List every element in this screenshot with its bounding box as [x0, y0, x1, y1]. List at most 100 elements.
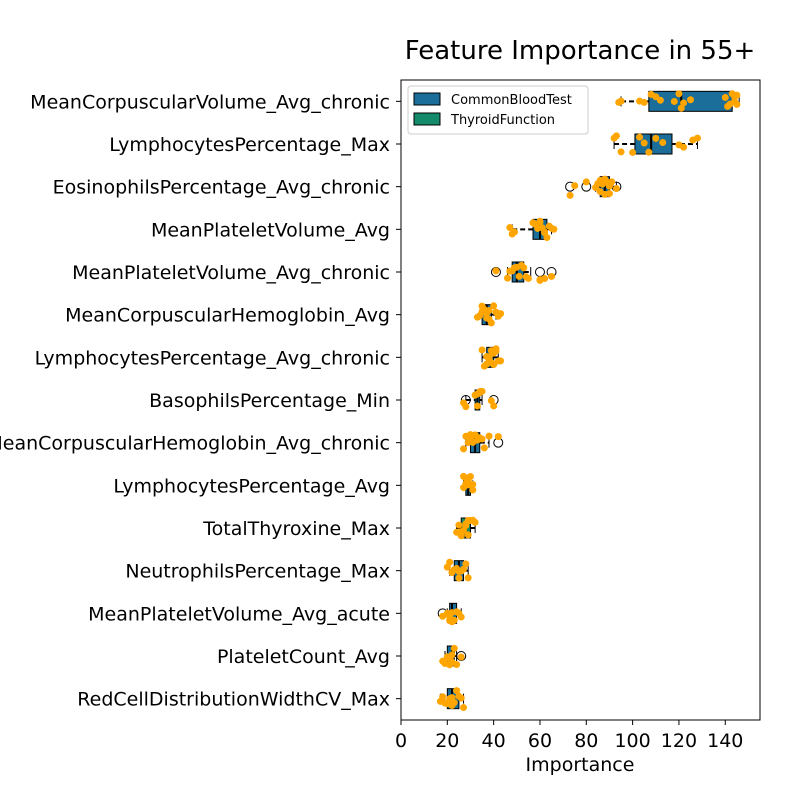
data-point [480, 444, 488, 452]
data-point [471, 518, 479, 526]
data-point [453, 687, 461, 695]
data-point [457, 653, 465, 661]
box-MeanCorpuscularVolume_Avg_chronic [615, 90, 741, 112]
box-LymphocytesPercentage_Avg_chronic [478, 345, 505, 370]
data-point [520, 264, 528, 272]
plot-area [436, 90, 741, 711]
feature-labels: MeanCorpuscularVolume_Avg_chronic Lymphoc… [0, 91, 401, 711]
x-tick-label: 40 [482, 730, 506, 752]
data-point [515, 272, 523, 280]
data-point [473, 402, 481, 410]
data-point [457, 613, 465, 621]
data-point [490, 302, 498, 310]
data-point [497, 357, 505, 365]
data-point [497, 310, 505, 318]
feature-label: BasophilsPercentage_Min [149, 390, 390, 412]
data-point [462, 560, 470, 568]
legend-swatch [413, 112, 441, 126]
box-MeanPlateletVolume_Avg_chronic [490, 261, 557, 284]
data-point [490, 402, 498, 410]
box-EosinophilsPercentage_Avg_chronic [565, 175, 622, 199]
data-point [548, 272, 556, 280]
data-point [450, 699, 458, 707]
box-BasophilsPercentage_Min [460, 387, 499, 411]
legend-label: ThyroidFunction [450, 113, 555, 128]
data-point [617, 97, 625, 105]
feature-label: PlateletCount_Avg [217, 646, 390, 668]
data-point [457, 694, 465, 702]
data-point [464, 531, 472, 539]
x-tick-label: 120 [661, 730, 697, 752]
outlier-point [534, 267, 545, 277]
data-point [455, 574, 463, 582]
data-point [469, 480, 477, 488]
data-point [721, 93, 729, 101]
data-point [680, 143, 688, 151]
chart-title: Feature Importance in 55+ [405, 36, 756, 66]
data-point [733, 91, 741, 99]
feature-label: MeanPlateletVolume_Avg_chronic [72, 262, 390, 284]
data-point [478, 435, 486, 443]
data-point [566, 191, 574, 199]
box-NeutrophilsPercentage_Max [443, 558, 472, 582]
data-point [460, 703, 468, 711]
outlier-point [456, 651, 467, 661]
data-point [478, 387, 486, 395]
data-point [469, 486, 477, 494]
data-point [645, 148, 653, 156]
x-axis-label: Importance [526, 754, 635, 776]
data-point [487, 319, 495, 327]
box-MeanCorpuscularHemoglobin_Avg [473, 302, 505, 327]
legend-label: CommonBloodTest [451, 93, 572, 108]
data-point [466, 472, 474, 480]
box-MeanPlateletVolume_Avg [506, 217, 558, 242]
x-tick-label: 140 [707, 730, 743, 752]
data-point [492, 347, 500, 355]
data-point [543, 234, 551, 242]
data-point [450, 616, 458, 624]
data-point [693, 134, 701, 142]
data-point [504, 274, 512, 282]
x-tick-label: 100 [614, 730, 650, 752]
data-point [460, 565, 468, 573]
data-point [652, 134, 660, 142]
data-point [680, 99, 688, 107]
feature-label: MeanCorpuscularHemoglobin_Avg_chronic [0, 433, 390, 455]
data-point [640, 139, 648, 147]
feature-label: MeanCorpuscularVolume_Avg_chronic [30, 91, 390, 113]
feature-label: MeanPlateletVolume_Avg_acute [88, 603, 390, 625]
box-PlateletCount_Avg [439, 644, 467, 669]
data-point [612, 132, 620, 140]
data-point [629, 148, 637, 156]
legend: CommonBloodTest ThyroidFunction [407, 85, 589, 135]
data-point [510, 228, 518, 236]
x-tick-label: 60 [528, 730, 552, 752]
data-point [453, 661, 461, 669]
data-point [733, 100, 741, 108]
box-MeanPlateletVolume_Avg_acute [437, 602, 465, 626]
data-point [450, 644, 458, 652]
data-point [492, 267, 500, 275]
data-point [605, 190, 613, 198]
box-MeanCorpuscularHemoglobin_Avg_chronic [460, 431, 504, 454]
feature-label: NeutrophilsPercentage_Max [125, 561, 390, 583]
data-point [524, 274, 532, 282]
data-point [485, 306, 493, 314]
box-TotalThyroxine_Max [453, 516, 479, 540]
data-point [636, 133, 644, 141]
data-point [506, 224, 514, 232]
data-point [617, 148, 625, 156]
data-point [462, 403, 470, 411]
data-point [541, 228, 549, 236]
data-point [659, 139, 667, 147]
box-LymphocytesPercentage_Max [610, 132, 701, 156]
data-point [541, 274, 549, 282]
feature-label: LymphocytesPercentage_Avg_chronic [35, 347, 390, 369]
feature-label: LymphocytesPercentage_Avg [113, 475, 390, 497]
data-point [460, 445, 468, 453]
feature-label: RedCellDistributionWidthCV_Max [77, 689, 390, 711]
data-point [448, 651, 456, 659]
data-point [675, 90, 683, 98]
x-tick-label: 0 [395, 730, 407, 752]
